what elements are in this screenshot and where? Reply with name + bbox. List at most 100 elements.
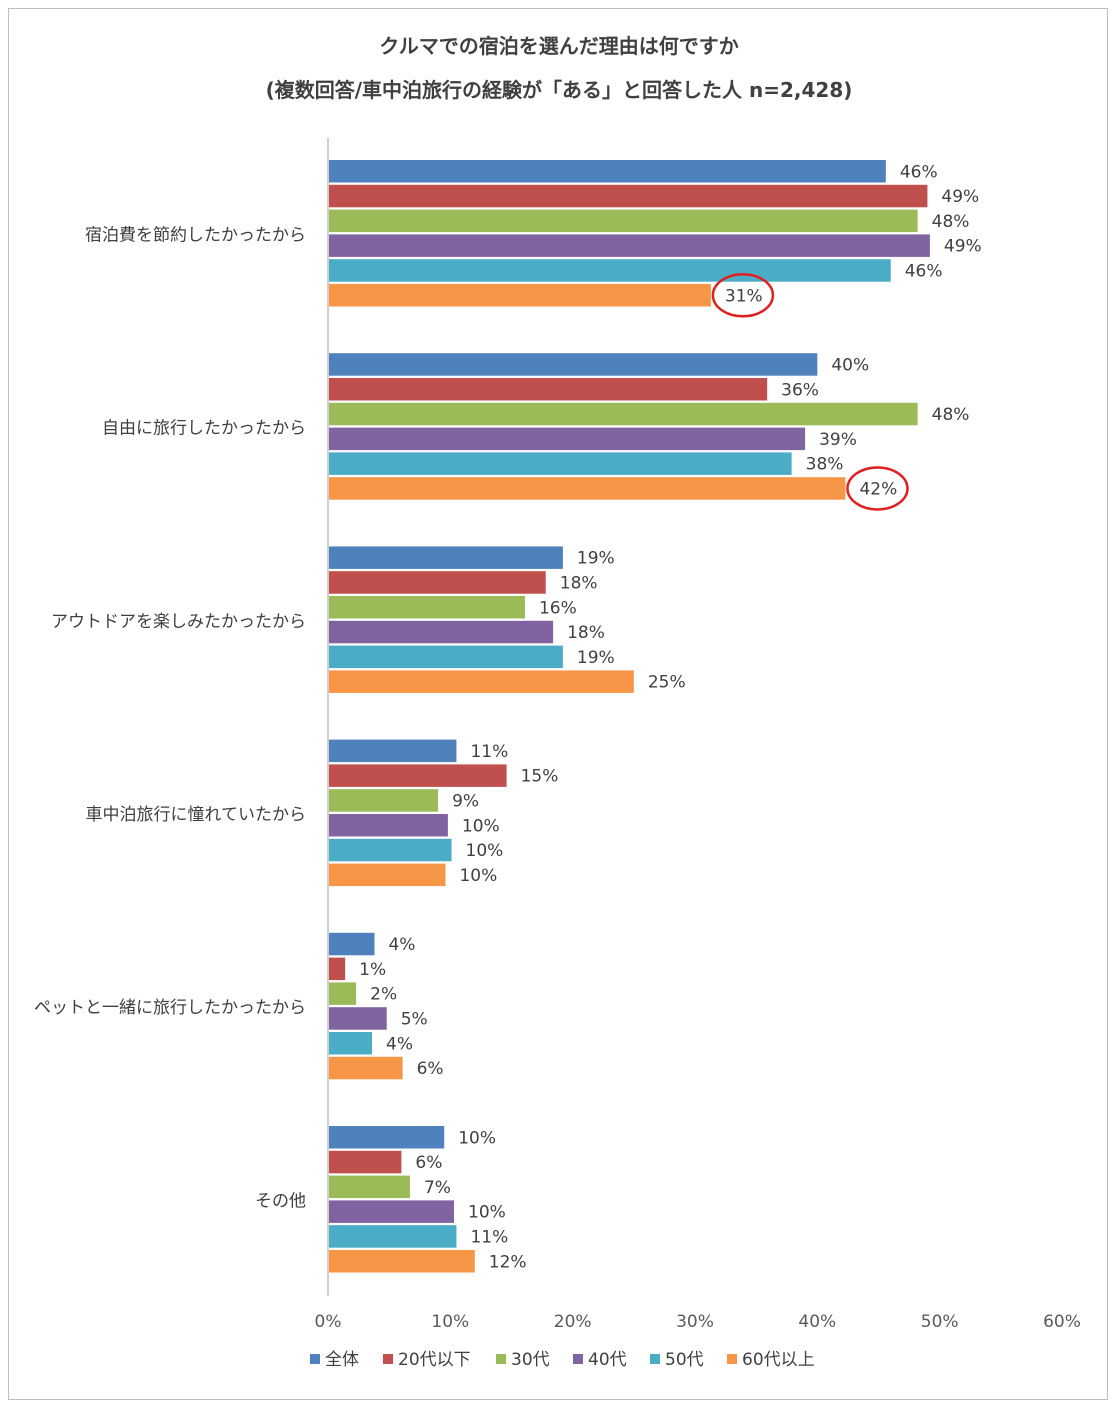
bar: [329, 402, 918, 426]
bar: [329, 234, 930, 257]
data-label: 38%: [806, 455, 844, 475]
data-label: 10%: [459, 866, 497, 886]
bar: [329, 184, 928, 208]
bar: [329, 259, 891, 282]
bar: [329, 571, 546, 594]
data-label: 18%: [560, 573, 598, 593]
chart-subtitle: (複数回答/車中泊旅行の経験が「ある」と回答した人 n=2,428): [265, 78, 853, 102]
data-label: 16%: [539, 598, 577, 618]
x-tick-label: 20%: [554, 1312, 592, 1332]
bar: [329, 477, 846, 500]
data-label: 19%: [577, 648, 615, 668]
bar: [329, 427, 806, 451]
data-label: 48%: [932, 212, 970, 232]
data-label: 36%: [781, 380, 819, 400]
bar: [329, 645, 563, 669]
bar: [329, 814, 448, 837]
bar: [329, 160, 886, 183]
category-label: その他: [255, 1191, 306, 1211]
bar: [329, 764, 507, 787]
bar: [329, 284, 711, 307]
x-tick-label: 0%: [315, 1312, 342, 1332]
data-label: 42%: [859, 479, 897, 499]
bar: [329, 378, 768, 401]
data-label: 10%: [466, 841, 504, 861]
legend-swatch: [310, 1354, 320, 1364]
data-label: 1%: [359, 960, 386, 980]
data-label: 7%: [424, 1178, 451, 1198]
bar: [329, 209, 918, 233]
data-label: 12%: [489, 1252, 527, 1272]
highlight-circle: [711, 273, 775, 318]
bar: [329, 1250, 475, 1273]
x-tick-label: 40%: [798, 1312, 836, 1332]
data-label: 49%: [941, 187, 979, 207]
bar: [329, 957, 346, 981]
legend-label: 30代: [511, 1350, 550, 1370]
legend-swatch: [496, 1354, 506, 1364]
bar: [329, 982, 357, 1005]
category-label: 宿泊費を節約したかったから: [85, 225, 306, 245]
bar: [329, 1126, 445, 1149]
data-label: 6%: [415, 1153, 442, 1173]
data-label: 48%: [932, 405, 970, 425]
legend-label: 50代: [665, 1350, 704, 1370]
bar: [329, 1200, 455, 1223]
highlight-circle: [846, 466, 909, 511]
bar: [329, 452, 792, 475]
data-label: 11%: [470, 742, 508, 762]
legend-swatch: [650, 1354, 660, 1364]
data-label: 15%: [521, 767, 559, 787]
x-tick-label: 50%: [921, 1312, 959, 1332]
legend-label: 40代: [588, 1350, 627, 1370]
legend-swatch: [727, 1354, 737, 1364]
data-label: 25%: [648, 673, 686, 693]
bar: [329, 932, 375, 956]
x-tick-label: 60%: [1043, 1312, 1081, 1332]
data-label: 19%: [577, 549, 615, 569]
data-label: 46%: [900, 162, 938, 182]
data-label: 2%: [370, 985, 397, 1005]
x-tick-label: 30%: [676, 1312, 714, 1332]
legend-label: 20代以下: [398, 1350, 471, 1370]
data-label: 10%: [462, 816, 500, 836]
legend-swatch: [573, 1354, 583, 1364]
bar: [329, 620, 554, 644]
data-label: 11%: [470, 1227, 508, 1247]
data-label: 31%: [725, 286, 763, 306]
bar: [329, 1032, 373, 1055]
category-label: アウトドアを楽しみたかったから: [51, 612, 306, 632]
data-label: 49%: [944, 237, 982, 257]
x-tick-label: 10%: [431, 1312, 469, 1332]
bar: [329, 546, 563, 569]
bar: [329, 1007, 387, 1030]
chart-title: クルマでの宿泊を選んだ理由は何ですか: [379, 34, 739, 58]
data-label: 10%: [458, 1128, 496, 1148]
data-label: 39%: [819, 430, 857, 450]
bar: [329, 863, 446, 887]
data-label: 6%: [417, 1059, 444, 1079]
data-label: 10%: [468, 1203, 506, 1223]
data-label: 4%: [386, 1034, 413, 1054]
bar: [329, 838, 452, 862]
data-label: 40%: [831, 355, 869, 375]
bar: [329, 1225, 457, 1248]
category-label: 車中泊旅行に憧れていたから: [86, 805, 307, 825]
data-label: 5%: [401, 1009, 428, 1029]
bar: [329, 739, 457, 763]
legend-swatch: [383, 1354, 393, 1364]
bar: [329, 670, 634, 693]
category-label: 自由に旅行したかったから: [102, 419, 306, 439]
bar: [329, 596, 525, 619]
bar: [329, 1175, 410, 1199]
data-label: 4%: [388, 935, 415, 955]
data-label: 46%: [905, 261, 943, 281]
category-label: ペットと一緒に旅行したかったから: [34, 998, 306, 1018]
bar: [329, 789, 439, 812]
bar: [329, 1056, 403, 1080]
bar: [329, 353, 818, 376]
bar: [329, 1150, 402, 1174]
legend-label: 60代以上: [742, 1350, 815, 1370]
data-label: 9%: [452, 791, 479, 811]
